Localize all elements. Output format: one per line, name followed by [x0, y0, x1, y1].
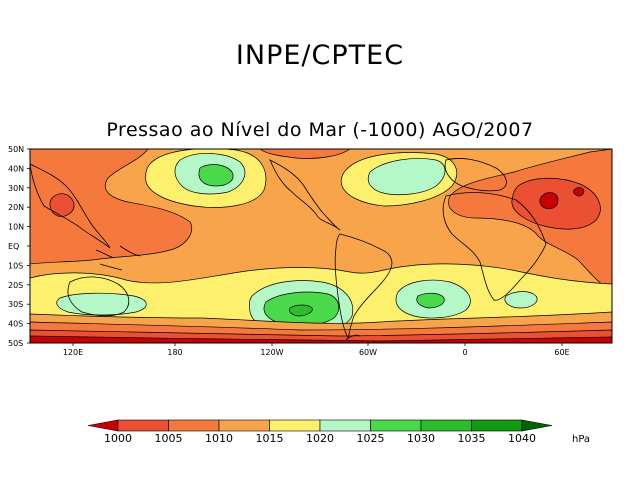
coast-antarctic-tip: [345, 334, 361, 341]
field-1030-npac: [198, 164, 234, 187]
colorbar-label: 1040: [508, 432, 536, 445]
colorbar-label: 1020: [306, 432, 334, 445]
colorbar-label: 1030: [407, 432, 435, 445]
field-1000-south: [30, 335, 612, 343]
lon-label: 0: [462, 348, 467, 357]
latitude-labels: 50N 40N 30N 20N 10N EQ 10S 20S 30S 40S 50S: [8, 145, 30, 348]
lon-label: 180: [167, 348, 182, 357]
header-title: INPE/CPTEC: [235, 40, 405, 71]
field-1000-small: [573, 187, 585, 197]
lon-label: 60W: [359, 348, 377, 357]
lat-label: 10S: [8, 261, 23, 270]
field-1000-center: [539, 192, 559, 210]
coastlines: [30, 158, 547, 341]
coast-europe: [444, 158, 507, 192]
colorbar-unit: hPa: [572, 434, 590, 445]
colorbar-label: 1015: [256, 432, 284, 445]
lon-label: 120E: [63, 348, 83, 357]
map-title: Pressao ao Nível do Mar (-1000) AGO/2007: [106, 119, 534, 141]
lon-label: 120W: [260, 348, 283, 357]
colorbar-box: [420, 419, 472, 432]
colorbar-box: [471, 419, 523, 432]
lat-label: 40S: [8, 320, 23, 329]
colorbar-label: 1005: [155, 432, 183, 445]
coast-asia: [30, 163, 111, 249]
lat-label: 30S: [8, 300, 23, 309]
colorbar-label: 1000: [104, 432, 132, 445]
coast-south-america: [334, 233, 393, 340]
lat-label: EQ: [8, 242, 19, 251]
field-1025-sio: [504, 291, 538, 309]
coast-australia: [67, 276, 130, 317]
field-1025-aus: [56, 292, 147, 316]
lat-label: 20S: [8, 281, 23, 290]
colorbar-label: 1010: [205, 432, 233, 445]
colorbar-label: 1025: [357, 432, 385, 445]
colorbar-labels: 1000 1005 1010 1015 1020 1025 1030 1035 1040: [104, 432, 536, 445]
lat-label: 20N: [8, 203, 24, 212]
field-1010-west: [30, 149, 193, 265]
lat-label: 30N: [8, 184, 24, 193]
lat-label: 10N: [8, 223, 24, 232]
lat-label: 50N: [8, 145, 24, 154]
coast-islands: [95, 245, 141, 271]
coast-north-america: [269, 159, 341, 231]
colorbar-box: [269, 419, 321, 432]
colorbar-over: [521, 419, 553, 432]
colorbar-box: [319, 419, 371, 432]
colorbar-box: [168, 419, 220, 432]
colorbar: [87, 419, 553, 432]
colorbar-label: 1035: [458, 432, 486, 445]
lat-label: 50S: [8, 339, 23, 348]
colorbar-box: [218, 419, 270, 432]
longitude-labels: 120E 180 120W 60W 0 60E: [63, 343, 570, 357]
colorbar-under: [87, 419, 119, 432]
field-1030-satl: [416, 292, 445, 309]
field-1025-natl: [367, 158, 446, 196]
lat-label: 40N: [8, 164, 24, 173]
colorbar-box: [117, 419, 169, 432]
field-1010-north: [259, 149, 351, 159]
colorbar-box: [370, 419, 422, 432]
lon-label: 60E: [554, 348, 569, 357]
coast-africa: [442, 192, 547, 301]
field-1005-west: [49, 193, 75, 217]
pressure-field: [30, 149, 612, 343]
field-1035-spac: [289, 304, 313, 317]
